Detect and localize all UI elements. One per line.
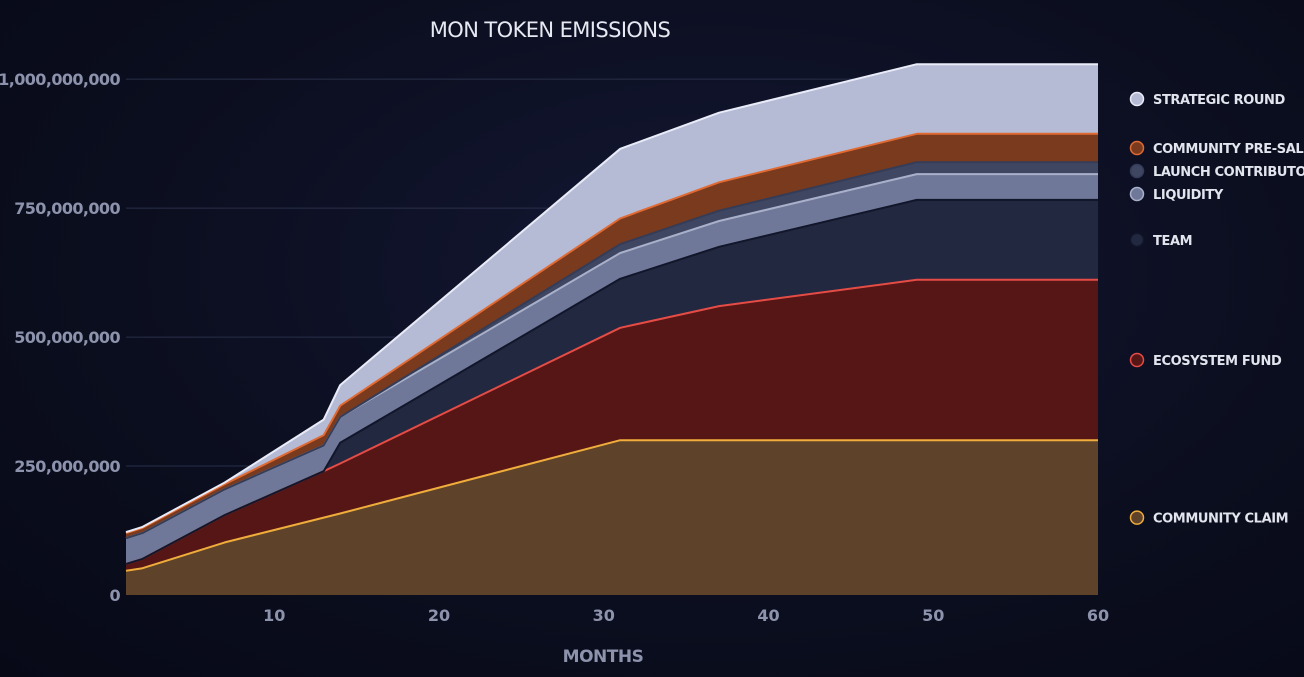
legend-item-launch-contributors: LAUNCH CONTRIBUTORS xyxy=(1129,163,1304,180)
y-tick-label: 250,000,000 xyxy=(14,457,120,476)
x-axis-label: MONTHS xyxy=(563,647,644,667)
legend: STRATEGIC ROUND COMMUNITY PRE-SALE LAUNCH … xyxy=(1129,91,1304,527)
x-tick-label: 10 xyxy=(263,606,285,625)
line-strategic-round xyxy=(125,63,1098,534)
axes: 0 250,000,000 500,000,000 750,000,000 1,000,… xyxy=(0,70,1109,625)
legend-swatch xyxy=(1129,163,1145,179)
legend-swatch xyxy=(1129,352,1145,368)
legend-item-team: TEAM xyxy=(1129,232,1193,249)
legend-swatch xyxy=(1129,510,1145,525)
legend-label: COMMUNITY CLAIM xyxy=(1153,512,1288,527)
legend-label: LIQUIDITY xyxy=(1153,188,1224,203)
legend-item-liquidity: LIQUIDITY xyxy=(1129,186,1224,203)
y-tick-label: 1,000,000,000 xyxy=(0,70,120,89)
legend-swatch xyxy=(1129,186,1145,202)
x-tick-label: 60 xyxy=(1087,606,1109,625)
area-ecosystem-fund xyxy=(126,279,1098,571)
legend-item-ecosystem-fund: ECOSYSTEM FUND xyxy=(1129,352,1282,369)
line-team xyxy=(125,198,1098,565)
x-tick-label: 40 xyxy=(757,606,779,625)
line-community-claim xyxy=(125,439,1098,572)
legend-swatch xyxy=(1129,140,1145,156)
y-tick-label: 500,000,000 xyxy=(14,328,120,347)
line-launch-contributors xyxy=(125,161,1098,540)
legend-item-community-claim: COMMUNITY CLAIM xyxy=(1129,510,1289,527)
legend-label: TEAM xyxy=(1153,234,1192,249)
x-tick-label: 30 xyxy=(593,606,615,625)
x-tick-label: 50 xyxy=(922,606,944,625)
legend-swatch xyxy=(1129,91,1145,107)
area-team xyxy=(126,199,1098,564)
legend-item-community-pre-sale: COMMUNITY PRE-SALE xyxy=(1129,140,1304,157)
legend-item-strategic-round: STRATEGIC ROUND xyxy=(1129,91,1286,108)
area-strategic-round xyxy=(126,64,1098,534)
chart-title: MON TOKEN EMISSIONS xyxy=(430,18,671,42)
area-series xyxy=(125,63,1098,595)
legend-swatch xyxy=(1129,232,1145,248)
y-tick-label: 0 xyxy=(109,586,120,605)
legend-label: STRATEGIC ROUND xyxy=(1153,93,1286,108)
y-tick-label: 750,000,000 xyxy=(14,199,120,218)
legend-label: LAUNCH CONTRIBUTORS xyxy=(1153,165,1304,180)
x-tick-label: 20 xyxy=(428,606,450,625)
legend-label: COMMUNITY PRE-SALE xyxy=(1153,142,1304,157)
legend-label: ECOSYSTEM FUND xyxy=(1153,354,1282,369)
area-community-claim xyxy=(126,440,1098,595)
line-community-pre-sale xyxy=(125,132,1098,535)
